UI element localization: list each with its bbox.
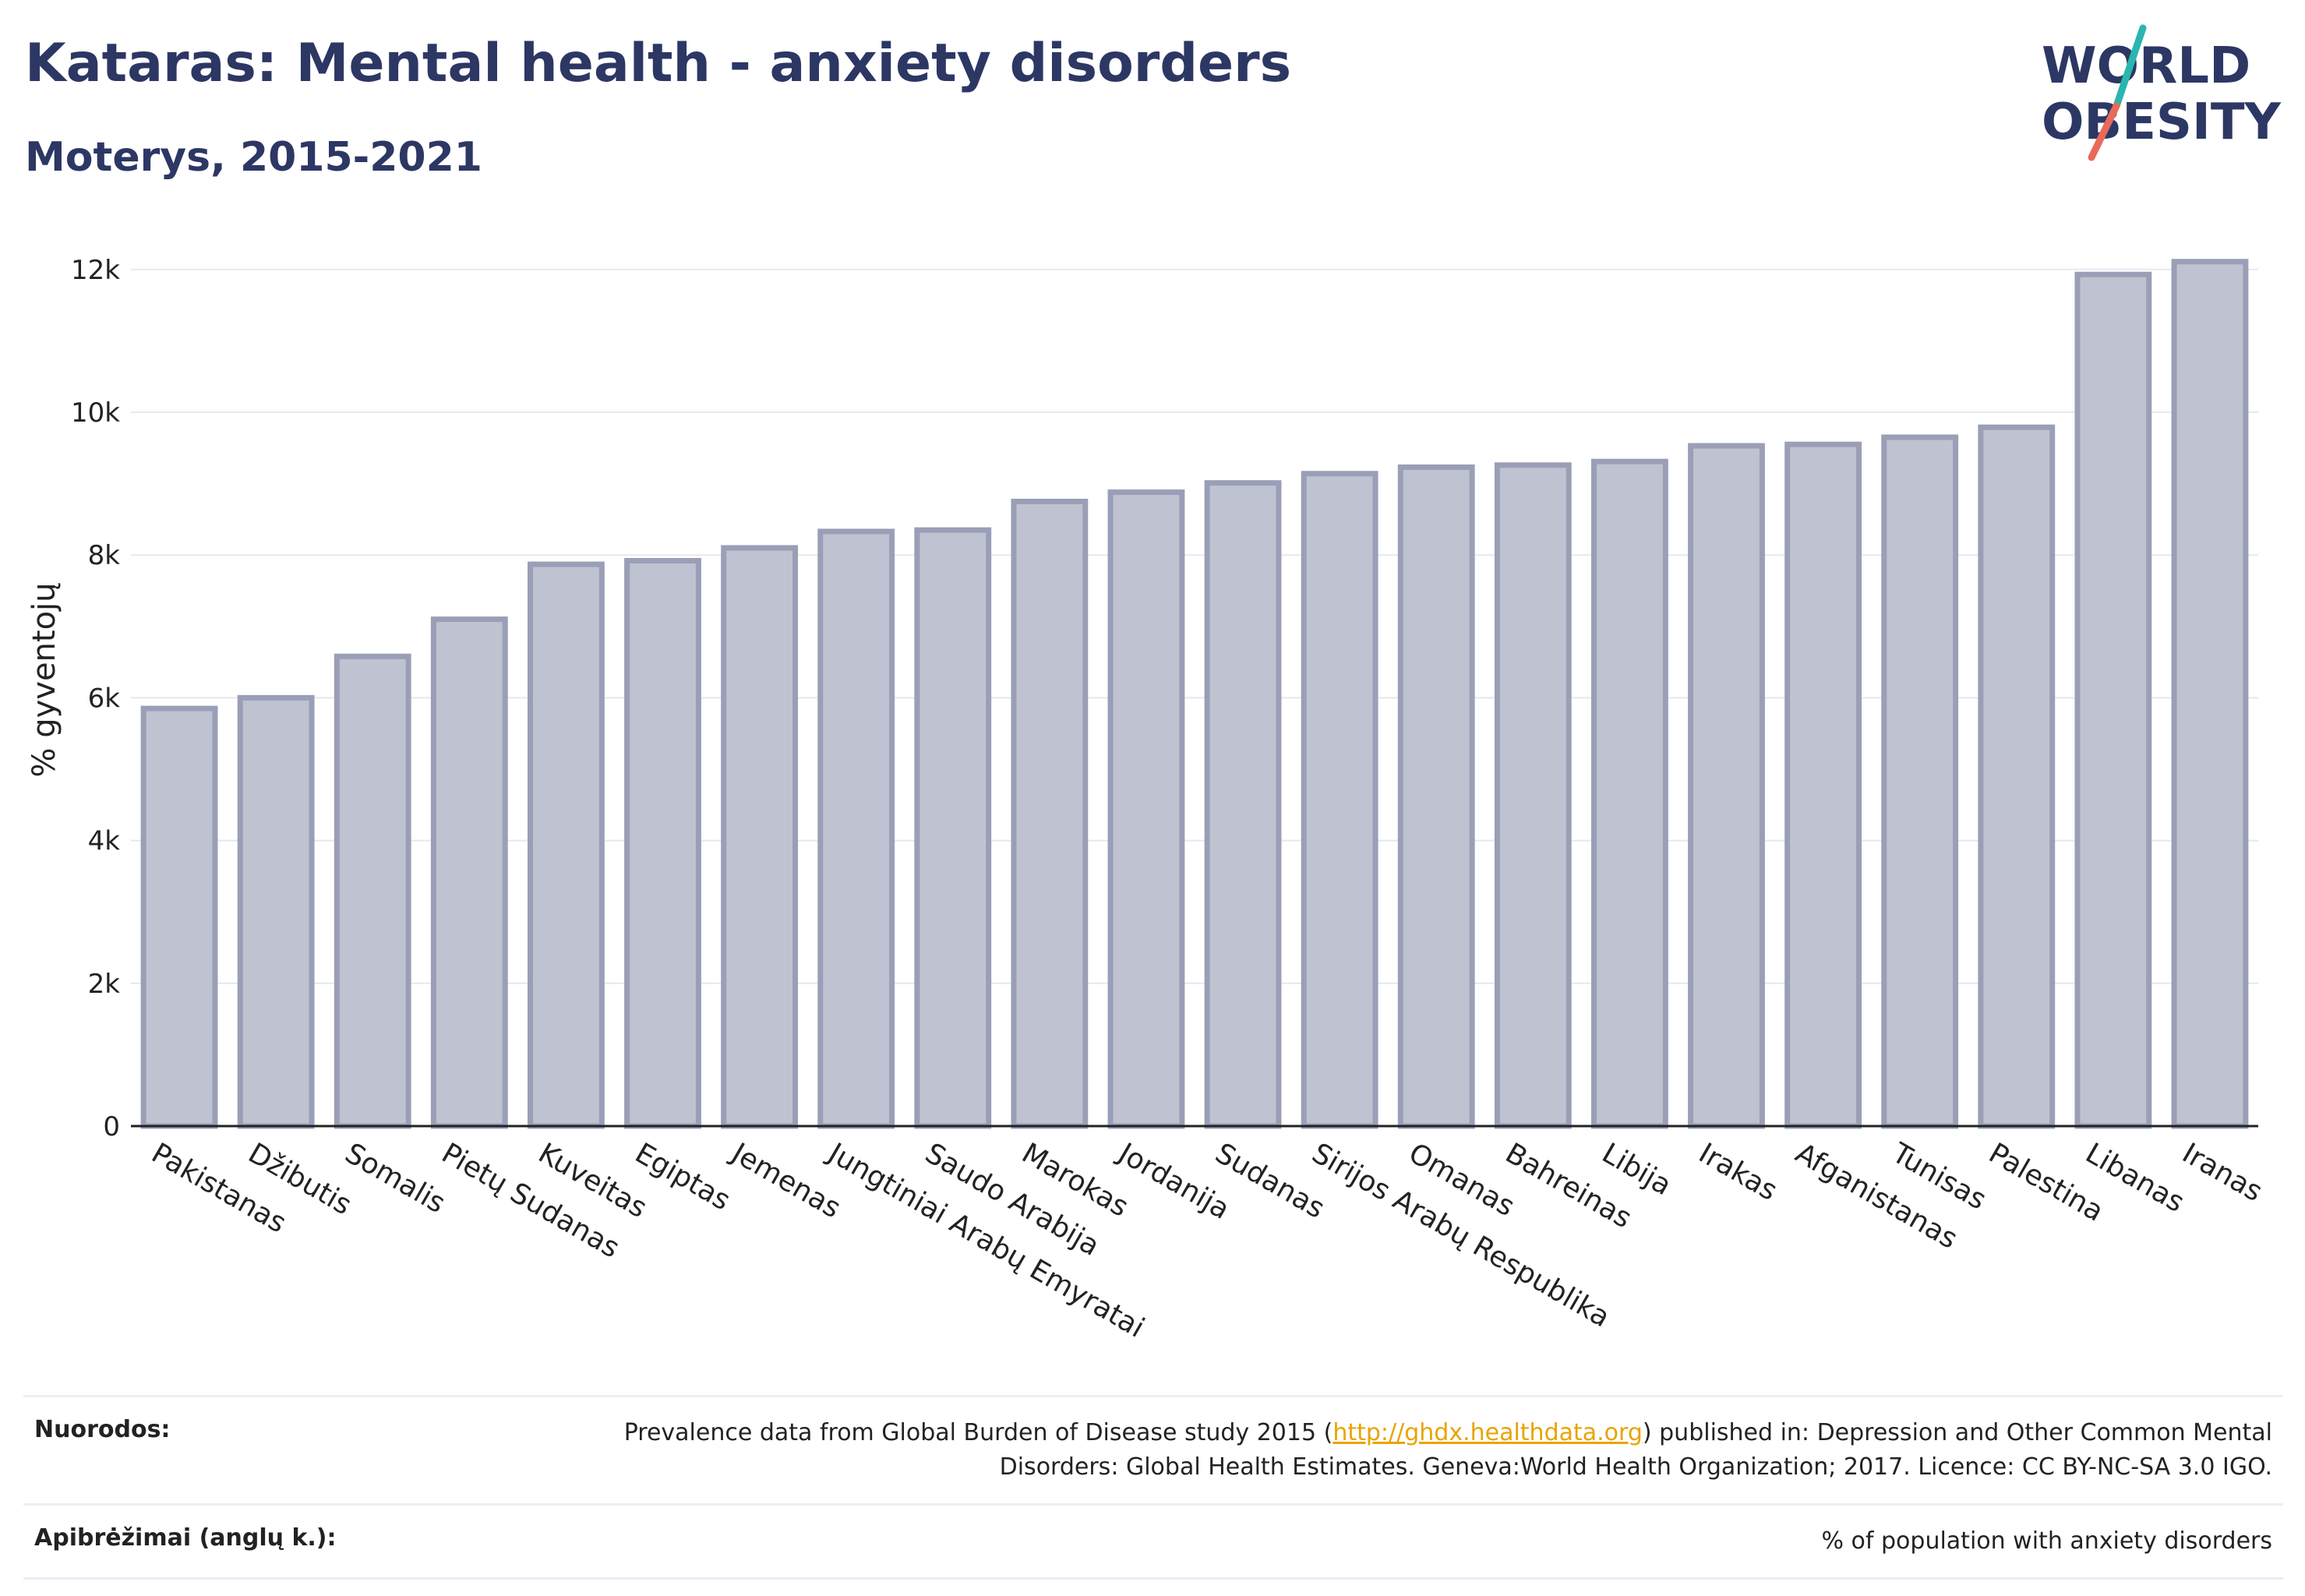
chart-subtitle: Moterys, 2015-2021	[25, 134, 482, 181]
bar	[1784, 441, 1862, 1129]
bar	[817, 528, 895, 1129]
bar-chart: 0 2k 4k 6k 8k 10k 12k PakistanasDžibutisSomali…	[26, 255, 2268, 1344]
bar	[527, 561, 605, 1129]
logo-slash-top	[2113, 24, 2147, 110]
definitions-label: Apibrėžimai (anglų k.):	[34, 1524, 337, 1552]
x-category-label: Sudanas	[1210, 1137, 1330, 1225]
bar	[430, 616, 508, 1129]
bar	[1881, 434, 1959, 1129]
sources-text-before: Prevalence data from Global Burden of Di…	[623, 1419, 1333, 1446]
bar	[1204, 480, 1282, 1129]
definitions-row: Apibrėžimai (anglų k.): % of population …	[23, 1503, 2283, 1580]
y-tick-label: 2k	[88, 969, 121, 1000]
sources-label: Nuorodos:	[34, 1416, 171, 1443]
x-category-label: Jordanija	[1112, 1136, 1235, 1226]
logo-line1: WORLD	[2042, 37, 2250, 95]
sources-link[interactable]: http://ghdx.healthdata.org	[1333, 1419, 1643, 1446]
bar	[2074, 271, 2152, 1129]
y-tick-label: 8k	[88, 540, 121, 571]
sources-text: Prevalence data from Global Burden of Di…	[597, 1416, 2272, 1485]
sources-text-after: ) published in: Depression and Other Com…	[999, 1419, 2272, 1481]
y-tick-label: 6k	[88, 683, 121, 714]
bar	[1397, 464, 1475, 1129]
bar	[1107, 489, 1185, 1129]
y-tick-label: 12k	[71, 255, 120, 286]
bar	[721, 545, 799, 1129]
chart-title: Kataras: Mental health - anxiety disorde…	[25, 33, 1292, 94]
bar	[1301, 471, 1378, 1129]
y-axis-title: % gyventojų	[26, 582, 62, 777]
logo-line2: OBESITY	[2042, 94, 2281, 151]
logo-slash-bottom	[2088, 102, 2120, 161]
world-obesity-logo: WORLD OBESITY	[2042, 24, 2281, 161]
bar	[1590, 458, 1668, 1129]
bar	[1688, 443, 1765, 1129]
bar	[1978, 424, 2056, 1129]
x-category-label: Irakas	[1693, 1137, 1782, 1207]
bar-layer	[140, 259, 2249, 1129]
y-tick-label: 10k	[71, 397, 120, 429]
bar	[624, 558, 701, 1129]
bar	[140, 705, 218, 1129]
bar	[334, 653, 411, 1129]
bar	[237, 694, 315, 1129]
x-category-label: Iranas	[2176, 1137, 2268, 1208]
footer: Nuorodos: Prevalence data from Global Bu…	[23, 1395, 2283, 1580]
y-tick-label: 4k	[88, 826, 121, 857]
sources-row: Nuorodos: Prevalence data from Global Bu…	[23, 1395, 2283, 1503]
x-category-label: Jemenas	[725, 1136, 845, 1224]
bar	[2171, 259, 2249, 1129]
bar	[1494, 462, 1572, 1129]
x-category-label: Afganistanas	[1790, 1137, 1963, 1255]
y-tick-label: 0	[103, 1111, 120, 1142]
definitions-text: % of population with anxiety disorders	[1821, 1527, 2272, 1555]
y-axis-ticks: 0 2k 4k 6k 8k 10k 12k	[71, 255, 120, 1142]
bar	[1011, 499, 1089, 1129]
bar	[914, 527, 992, 1129]
x-category-label: Somalis	[340, 1137, 450, 1220]
